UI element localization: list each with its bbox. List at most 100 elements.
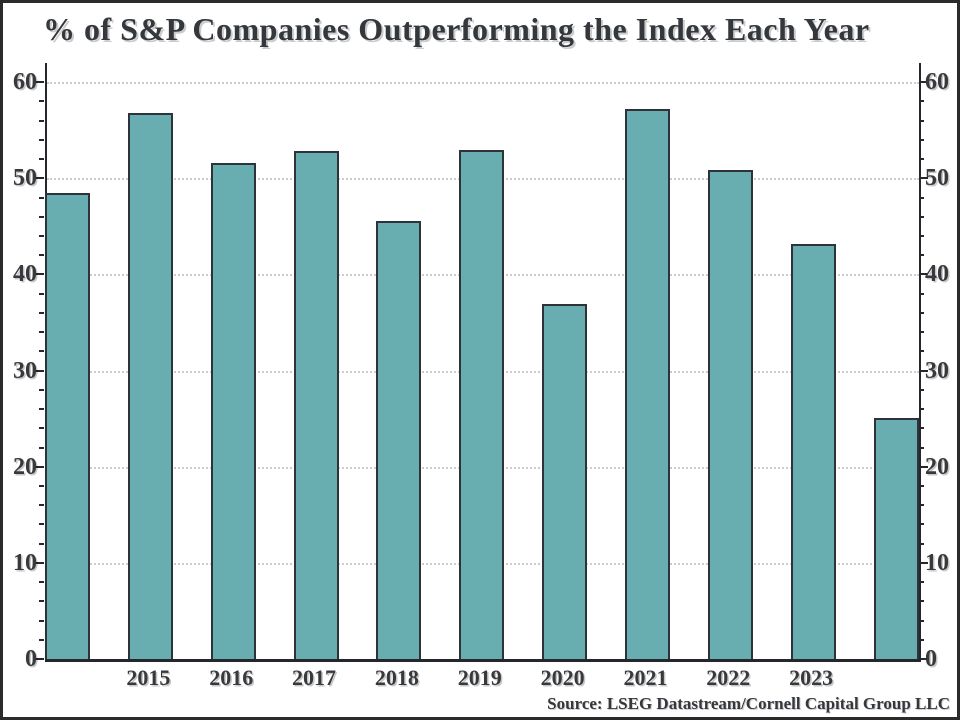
minor-tick-L-42 <box>39 254 44 257</box>
bar-2019 <box>459 149 505 659</box>
chart-title: % of S&P Companies Outperforming the Ind… <box>43 11 870 47</box>
minor-tick-L-2 <box>39 638 44 641</box>
bar-idx10 <box>873 417 919 659</box>
minor-tick-L-36 <box>39 311 44 314</box>
minor-tick-R-34 <box>919 331 924 334</box>
major-tick-R-50 <box>919 177 928 180</box>
minor-tick-R-48 <box>919 196 924 199</box>
bar-2020 <box>542 304 588 659</box>
minor-tick-L-12 <box>39 542 44 545</box>
major-tick-R-60 <box>919 81 928 84</box>
y-tick-label-right-20: 20 <box>925 453 949 480</box>
y-tick-label-left-60: 60 <box>13 69 37 96</box>
minor-tick-R-14 <box>919 523 924 526</box>
x-tick-label-2021: 2021 <box>623 665 668 690</box>
bar-2016 <box>210 162 256 659</box>
minor-tick-L-14 <box>39 523 44 526</box>
minor-tick-L-44 <box>39 235 44 238</box>
x-tick-label-2015: 2015 <box>126 665 171 690</box>
y-tick-label-left-40: 40 <box>13 261 37 288</box>
major-tick-L-50 <box>35 177 44 180</box>
minor-tick-R-56 <box>919 119 924 122</box>
minor-tick-R-26 <box>919 408 924 411</box>
minor-tick-R-42 <box>919 254 924 257</box>
major-tick-L-40 <box>35 273 44 276</box>
gridline-60 <box>47 82 919 85</box>
minor-tick-R-8 <box>919 581 924 584</box>
minor-tick-L-34 <box>39 331 44 334</box>
y-tick-label-right-60: 60 <box>925 69 949 96</box>
major-tick-L-20 <box>35 465 44 468</box>
minor-tick-L-8 <box>39 581 44 584</box>
plot-area <box>45 63 921 662</box>
minor-tick-R-24 <box>919 427 924 430</box>
y-tick-label-left-0: 0 <box>25 646 37 672</box>
minor-tick-R-58 <box>919 100 924 103</box>
major-tick-L-60 <box>35 81 44 84</box>
minor-tick-L-6 <box>39 600 44 603</box>
minor-tick-L-32 <box>39 350 44 353</box>
x-tick-label-2017: 2017 <box>292 665 337 690</box>
y-tick-label-right-50: 50 <box>925 165 949 192</box>
major-tick-R-20 <box>919 465 928 468</box>
bar-idx0 <box>45 192 90 659</box>
x-tick-label-2016: 2016 <box>209 665 254 690</box>
bar-2023 <box>790 243 836 659</box>
y-tick-label-right-30: 30 <box>925 357 949 384</box>
minor-tick-R-44 <box>919 235 924 238</box>
minor-tick-R-18 <box>919 484 924 487</box>
minor-tick-R-28 <box>919 388 924 391</box>
bar-2015 <box>127 113 173 659</box>
bar-2022 <box>707 169 753 659</box>
y-tick-label-right-10: 10 <box>925 549 949 576</box>
major-tick-R-40 <box>919 273 928 276</box>
y-tick-label-left-20: 20 <box>13 453 37 480</box>
bar-2018 <box>376 220 422 659</box>
minor-tick-L-54 <box>39 138 44 141</box>
minor-tick-R-2 <box>919 638 924 641</box>
y-tick-label-right-40: 40 <box>925 261 949 288</box>
minor-tick-L-52 <box>39 158 44 161</box>
minor-tick-R-54 <box>919 138 924 141</box>
x-tick-label-2020: 2020 <box>540 665 585 690</box>
y-tick-label-left-50: 50 <box>13 165 37 192</box>
x-tick-label-2018: 2018 <box>374 665 419 690</box>
major-tick-R-10 <box>919 561 928 564</box>
minor-tick-L-16 <box>39 504 44 507</box>
minor-tick-R-46 <box>919 215 924 218</box>
minor-tick-L-24 <box>39 427 44 430</box>
minor-tick-L-38 <box>39 292 44 295</box>
minor-tick-R-22 <box>919 446 924 449</box>
x-tick-label-2019: 2019 <box>457 665 502 690</box>
minor-tick-L-56 <box>39 119 44 122</box>
bar-2021 <box>624 109 670 659</box>
major-tick-L-10 <box>35 561 44 564</box>
minor-tick-R-52 <box>919 158 924 161</box>
minor-tick-R-38 <box>919 292 924 295</box>
minor-tick-R-6 <box>919 600 924 603</box>
major-tick-R-0 <box>919 658 928 660</box>
minor-tick-R-12 <box>919 542 924 545</box>
minor-tick-L-46 <box>39 215 44 218</box>
source-note: Source: LSEG Datastream/Cornell Capital … <box>547 694 950 713</box>
minor-tick-L-58 <box>39 100 44 103</box>
minor-tick-L-28 <box>39 388 44 391</box>
minor-tick-L-48 <box>39 196 44 199</box>
minor-tick-L-22 <box>39 446 44 449</box>
bar-2017 <box>293 151 339 659</box>
y-tick-label-left-30: 30 <box>13 357 37 384</box>
minor-tick-R-36 <box>919 311 924 314</box>
minor-tick-R-16 <box>919 504 924 507</box>
y-tick-label-left-10: 10 <box>13 549 37 576</box>
major-tick-L-30 <box>35 369 44 372</box>
major-tick-L-0 <box>35 658 44 660</box>
major-tick-R-30 <box>919 369 928 372</box>
y-tick-label-right-0: 0 <box>925 646 937 672</box>
minor-tick-R-32 <box>919 350 924 353</box>
minor-tick-R-4 <box>919 619 924 622</box>
minor-tick-L-26 <box>39 408 44 411</box>
minor-tick-L-4 <box>39 619 44 622</box>
x-tick-label-2023: 2023 <box>789 665 834 690</box>
minor-tick-L-18 <box>39 484 44 487</box>
